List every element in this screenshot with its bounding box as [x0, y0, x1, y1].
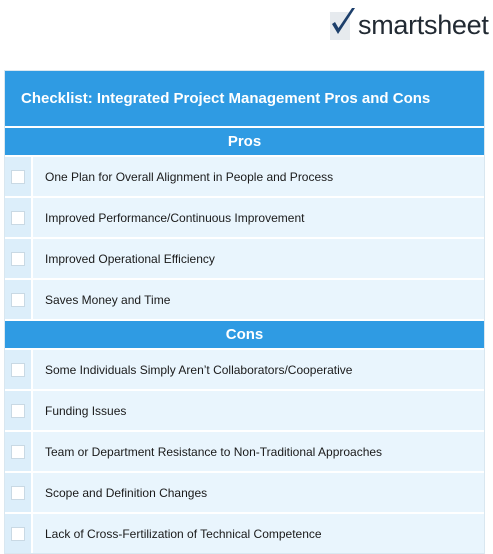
list-item: Scope and Definition Changes [5, 471, 484, 512]
list-item: Saves Money and Time [5, 278, 484, 319]
list-item: Improved Performance/Continuous Improvem… [5, 196, 484, 237]
list-item: One Plan for Overall Alignment in People… [5, 155, 484, 196]
checkmark-logo-icon [330, 8, 355, 40]
item-label: Saves Money and Time [33, 280, 484, 319]
checkbox[interactable] [11, 485, 25, 500]
item-label: Improved Operational Efficiency [33, 239, 484, 278]
checkbox[interactable] [11, 444, 25, 459]
checklist-table: Checklist: Integrated Project Management… [4, 70, 485, 554]
list-item: Improved Operational Efficiency [5, 237, 484, 278]
list-item: Team or Department Resistance to Non-Tra… [5, 430, 484, 471]
checkbox[interactable] [11, 403, 25, 418]
item-label: Lack of Cross-Fertilization of Technical… [33, 514, 484, 553]
item-label: Some Individuals Simply Aren’t Collabora… [33, 350, 484, 389]
checkbox[interactable] [11, 362, 25, 377]
list-item: Funding Issues [5, 389, 484, 430]
pros-heading: Pros [5, 126, 484, 155]
checklist-title: Checklist: Integrated Project Management… [5, 71, 484, 126]
checkbox[interactable] [11, 292, 25, 307]
checkbox[interactable] [11, 251, 25, 266]
list-item: Lack of Cross-Fertilization of Technical… [5, 512, 484, 553]
item-label: Improved Performance/Continuous Improvem… [33, 198, 484, 237]
item-label: Funding Issues [33, 391, 484, 430]
item-label: Scope and Definition Changes [33, 473, 484, 512]
checkbox[interactable] [11, 210, 25, 225]
checkbox[interactable] [11, 526, 25, 541]
list-item: Some Individuals Simply Aren’t Collabora… [5, 348, 484, 389]
logo-text: smartsheet [358, 9, 489, 40]
item-label: One Plan for Overall Alignment in People… [33, 157, 484, 196]
checkbox[interactable] [11, 169, 25, 184]
cons-heading: Cons [5, 319, 484, 348]
item-label: Team or Department Resistance to Non-Tra… [33, 432, 484, 471]
smartsheet-logo: smartsheet [329, 4, 489, 44]
